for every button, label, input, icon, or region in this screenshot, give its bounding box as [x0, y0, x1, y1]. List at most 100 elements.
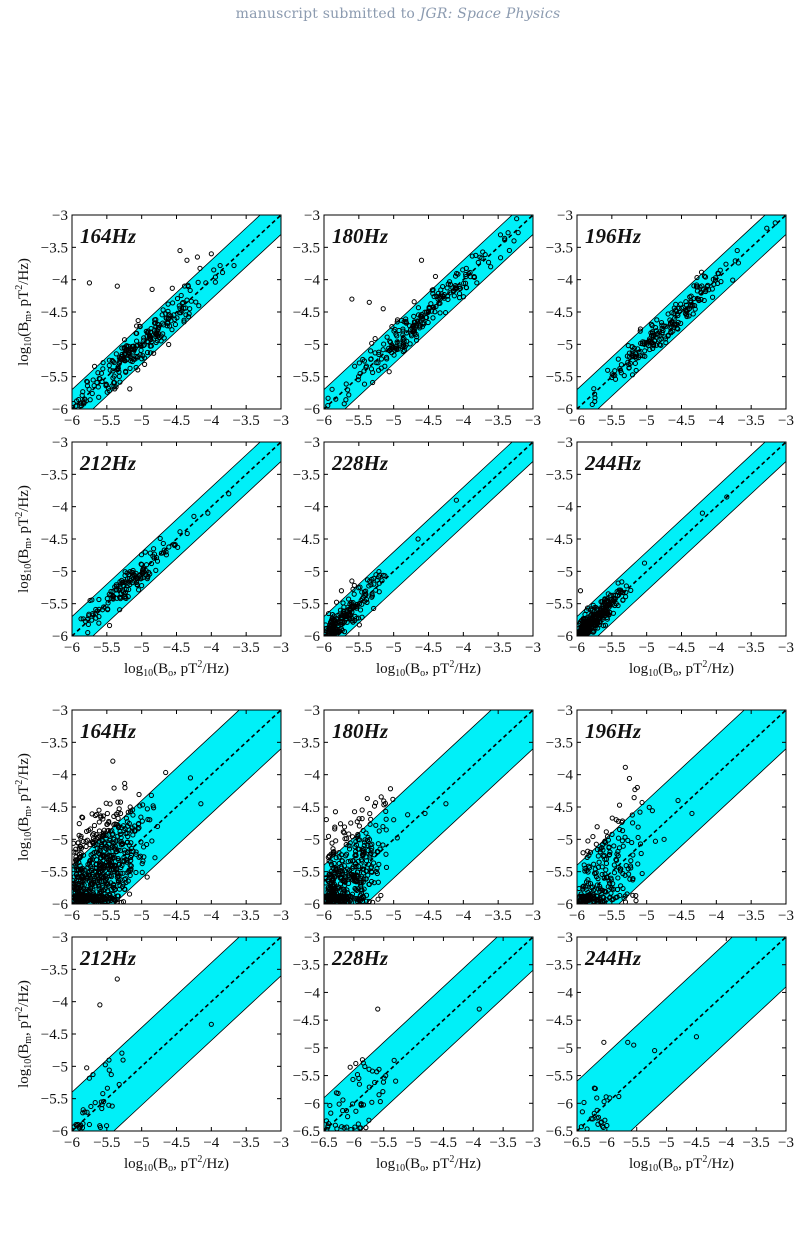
data-point [106, 362, 112, 369]
data-point [102, 877, 109, 884]
y-tick-label: −3 [557, 435, 573, 451]
data-point [102, 1062, 108, 1068]
data-point [123, 580, 129, 586]
data-point [111, 785, 117, 791]
x-tick-label: −5.5 [93, 640, 120, 656]
data-point [345, 596, 352, 602]
data-point [632, 360, 638, 366]
y-tick-label: −5.5 [41, 370, 68, 386]
data-point [331, 881, 338, 887]
data-point [126, 891, 133, 897]
data-point [376, 1092, 382, 1098]
data-point [111, 359, 117, 366]
data-point [701, 297, 707, 304]
data-point [590, 833, 596, 840]
data-point [649, 323, 655, 329]
header-prefix: manuscript submitted to [235, 6, 420, 22]
data-point [136, 587, 142, 593]
data-point [85, 861, 91, 868]
data-point [366, 1117, 372, 1123]
data-point [367, 821, 373, 827]
data-point [78, 835, 84, 841]
data-point [358, 597, 364, 604]
data-point [381, 341, 387, 347]
data-point [598, 599, 604, 605]
data-point [663, 323, 669, 329]
data-point [515, 230, 521, 236]
data-point [77, 851, 83, 857]
y-tick-label: −5 [52, 337, 68, 353]
data-point [128, 866, 134, 872]
data-point [590, 1116, 596, 1122]
data-point [151, 350, 157, 356]
data-point [140, 353, 146, 359]
data-point [378, 794, 384, 800]
data-point [95, 872, 101, 879]
data-point [580, 886, 586, 892]
data-point [606, 844, 612, 850]
data-point [144, 841, 150, 848]
data-point [361, 381, 368, 387]
data-point [187, 306, 193, 312]
data-point [460, 267, 466, 273]
data-point [336, 1101, 342, 1107]
data-point [160, 540, 166, 547]
data-point [613, 857, 620, 863]
data-point [610, 896, 616, 902]
data-point [73, 894, 79, 900]
x-tick-label: −5 [639, 640, 655, 656]
data-point [424, 314, 430, 321]
data-point [133, 851, 139, 857]
data-point [329, 877, 335, 883]
data-point [166, 341, 172, 348]
data-point [375, 879, 381, 885]
x-tick-label: −5.5 [345, 413, 372, 429]
data-point [149, 286, 155, 292]
x-tick-label: −5 [386, 908, 402, 924]
data-point [617, 892, 623, 899]
data-point [328, 619, 334, 626]
data-point [121, 337, 128, 343]
data-point [118, 899, 124, 904]
x-tick-label: −4 [203, 908, 219, 924]
data-point [90, 890, 96, 896]
data-point [120, 823, 127, 829]
plot-area [577, 442, 786, 636]
data-point [437, 310, 443, 316]
data-point [110, 881, 117, 887]
data-point [583, 893, 589, 899]
data-point [112, 862, 118, 869]
data-point [601, 1099, 607, 1105]
x-tick-label: −6 [599, 1135, 615, 1151]
data-point [366, 299, 372, 305]
data-point [652, 337, 658, 344]
data-point [147, 550, 153, 556]
x-tick-label: −3 [778, 1135, 794, 1151]
data-point [343, 381, 349, 387]
data-point [105, 606, 111, 612]
data-point [655, 332, 661, 338]
data-point [616, 802, 623, 808]
data-point [355, 895, 361, 901]
data-point [143, 562, 150, 568]
data-point [80, 389, 86, 395]
data-point [511, 238, 517, 244]
data-point [347, 840, 353, 846]
data-point [342, 898, 348, 904]
data-point [328, 617, 335, 623]
data-point [614, 894, 620, 900]
y-tick-label: −4.5 [546, 532, 573, 548]
reference-line [72, 710, 281, 904]
data-point [135, 575, 141, 581]
panel-title: 164Hz [80, 224, 137, 248]
data-point [360, 1060, 366, 1066]
data-point [89, 390, 95, 397]
data-point [620, 843, 626, 849]
data-point [383, 851, 389, 857]
data-point [619, 579, 625, 585]
data-point [389, 342, 395, 348]
data-point [627, 876, 633, 882]
x-tick-label: −4.5 [163, 413, 190, 429]
data-point [158, 550, 165, 556]
data-point [650, 332, 656, 338]
